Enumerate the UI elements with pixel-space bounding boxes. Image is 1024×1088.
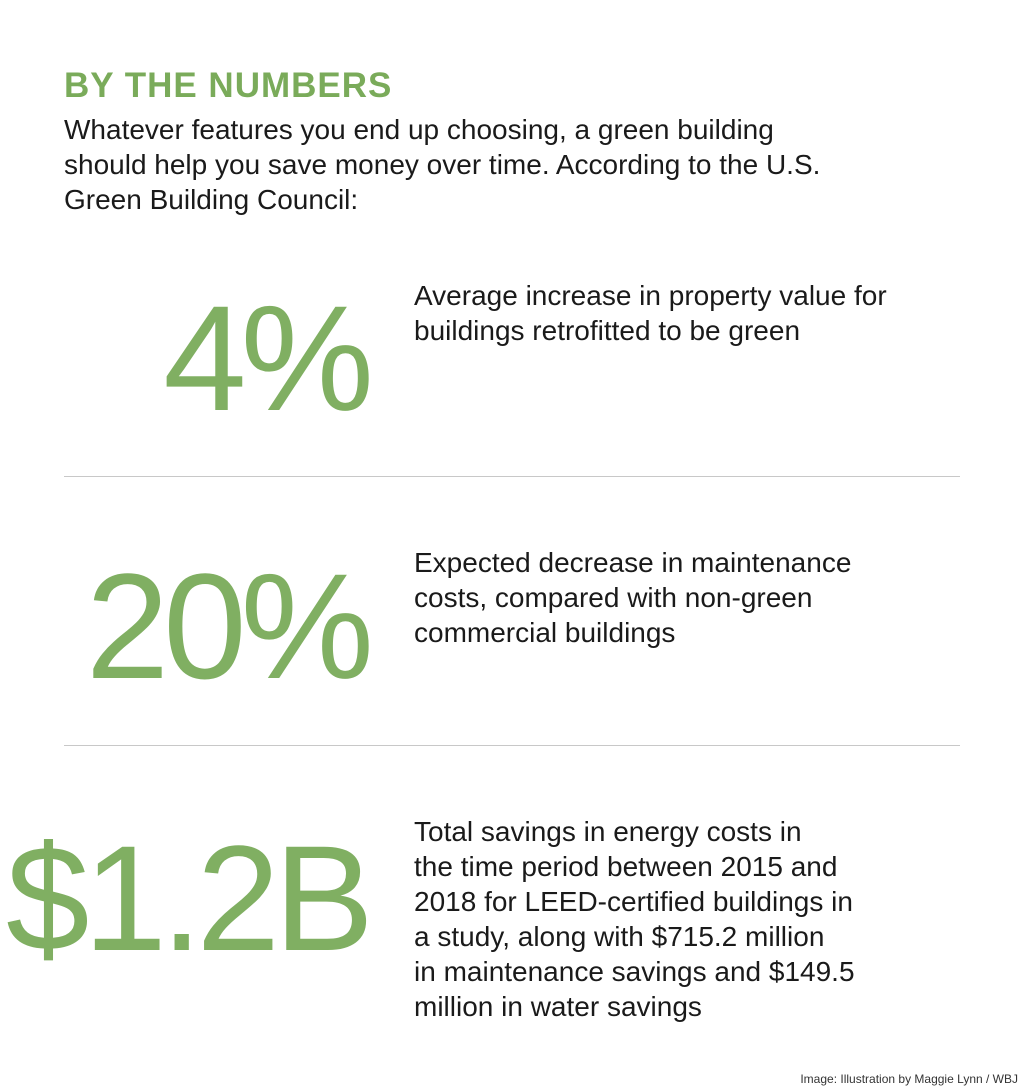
stat-description: Average increase in property value for bu… [414,278,887,348]
intro: Whatever features you end up choosing, a… [64,112,964,217]
description-line: 2018 for LEED-certified buildings in [414,886,853,917]
description-line: buildings retrofitted to be green [414,315,801,346]
description-line: in maintenance savings and $149.5 [414,956,855,987]
description-line: costs, compared with non-green [414,582,813,613]
description-line: Average increase in property value for [414,280,887,311]
description-line: Total savings in energy costs in [414,816,802,847]
title: BY THE NUMBERS [64,66,393,105]
intro-line: should help you save money over time. Ac… [64,149,821,180]
description-line: the time period between 2015 and [414,851,838,882]
stat-figure: 20% [85,542,374,710]
intro-line: Whatever features you end up choosing, a… [64,114,774,145]
divider [64,745,960,746]
stat-description: Expected decrease in maintenance costs, c… [414,545,851,650]
description-line: Expected decrease in maintenance [414,547,852,578]
stat-figure: 4% [163,274,374,442]
description-line: a study, along with $715.2 million [414,921,825,952]
intro-line: Green Building Council: [64,184,359,215]
stat-figure: $1.2B [6,814,374,982]
credit: Image: Illustration by Maggie Lynn / WBJ [800,1072,1018,1086]
description-line: commercial buildings [414,617,676,648]
stat-description: Total savings in energy costs in the time… [414,814,855,1024]
divider [64,476,960,477]
description-line: million in water savings [414,991,702,1022]
